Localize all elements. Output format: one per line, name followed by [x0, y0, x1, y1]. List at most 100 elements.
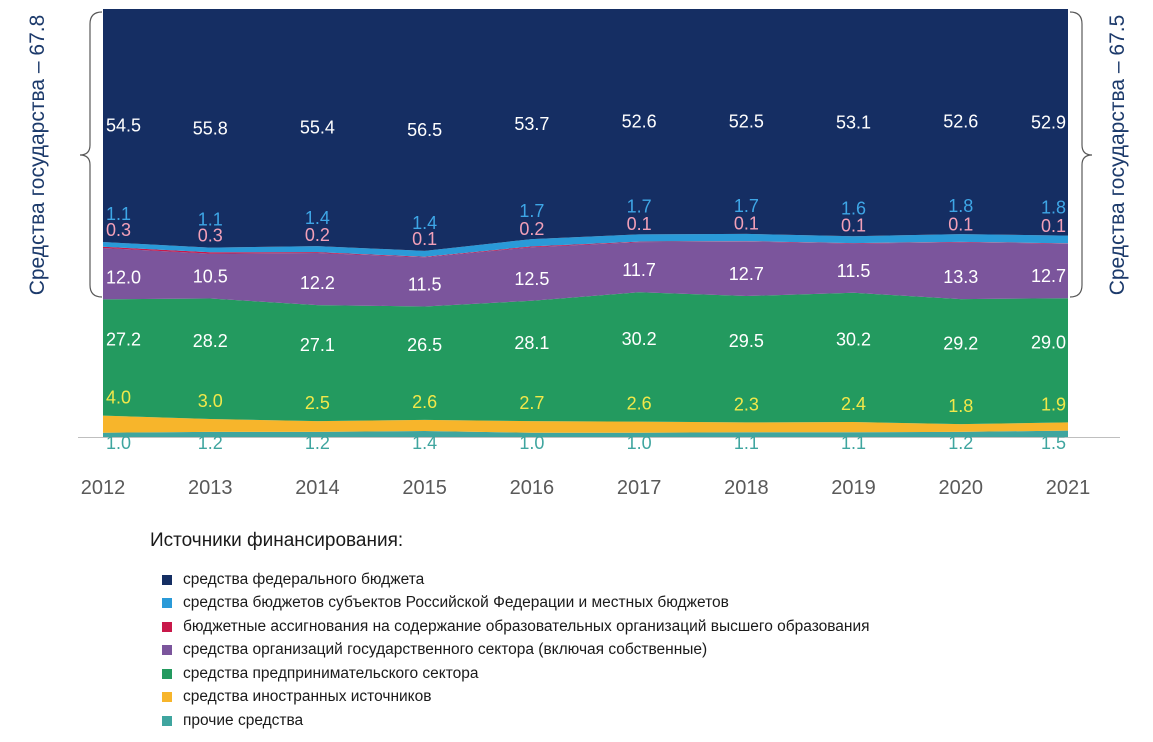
left-bracket [79, 11, 103, 298]
value-label: 1.4 [412, 213, 437, 233]
value-label: 52.9 [1031, 112, 1066, 132]
value-label: 0.2 [519, 219, 544, 239]
value-label: 0.3 [106, 220, 131, 240]
legend-item: средства организаций государственного се… [150, 639, 870, 663]
value-label: 2.3 [734, 394, 759, 414]
value-label: 1.6 [841, 198, 866, 218]
value-label: 54.5 [106, 116, 141, 136]
value-label: 1.7 [519, 201, 544, 221]
x-tick-label: 2020 [939, 477, 984, 499]
legend: Источники финансирования: средства федер… [150, 530, 870, 733]
value-label: 52.6 [943, 112, 978, 132]
area-series-5 [103, 233, 1068, 257]
legend-label: средства предпринимательского сектора [183, 664, 479, 682]
legend-label: средства федерального бюджета [183, 570, 425, 588]
legend-label: средства организаций государственного се… [183, 641, 708, 659]
value-label: 29.0 [1031, 332, 1066, 352]
value-label: 1.1 [734, 433, 759, 453]
area-series-3 [103, 241, 1068, 307]
value-label: 2.6 [627, 394, 652, 414]
legend-label: средства бюджетов субъектов Российской Ф… [183, 594, 729, 612]
value-label: 1.8 [948, 396, 973, 416]
value-label: 12.0 [106, 267, 141, 287]
value-label: 53.1 [836, 113, 871, 133]
x-tick-label: 2018 [724, 477, 769, 499]
value-label: 30.2 [836, 329, 871, 349]
value-label: 1.0 [627, 433, 652, 453]
value-label: 2.6 [412, 392, 437, 412]
value-label: 12.7 [1031, 266, 1066, 286]
value-label: 55.8 [193, 118, 228, 138]
right-bracket [1069, 11, 1093, 298]
value-label: 27.2 [106, 329, 141, 349]
x-tick-label: 2012 [81, 477, 126, 499]
legend-item: средства бюджетов субъектов Российской Ф… [150, 592, 870, 616]
value-label: 13.3 [943, 267, 978, 287]
area-series-1 [103, 415, 1068, 433]
value-label: 2.5 [305, 393, 330, 413]
value-label: 27.1 [300, 335, 335, 355]
value-label: 3.0 [198, 391, 223, 411]
value-label: 0.1 [627, 214, 652, 234]
value-label: 1.2 [305, 433, 330, 453]
value-label: 52.6 [622, 112, 657, 132]
value-label: 1.8 [1041, 198, 1066, 218]
legend-item: средства федерального бюджета [150, 568, 870, 592]
value-label: 2.7 [519, 393, 544, 413]
value-label: 52.5 [729, 111, 764, 131]
value-label: 1.5 [1041, 433, 1066, 453]
value-label: 4.0 [106, 388, 131, 408]
value-label: 29.5 [729, 331, 764, 351]
value-label: 11.7 [622, 260, 656, 280]
value-label: 12.2 [300, 273, 335, 293]
value-label: 2.4 [841, 394, 866, 414]
x-tick-label: 2021 [1046, 477, 1091, 499]
value-label: 12.7 [729, 264, 764, 284]
x-tick-label: 2017 [617, 477, 662, 499]
legend-item: средства иностранных источников [150, 686, 870, 710]
legend-swatch [162, 574, 172, 585]
value-label: 11.5 [408, 274, 442, 294]
legend-swatch [162, 692, 172, 703]
area-series-6 [103, 9, 1068, 251]
value-label: 56.5 [407, 120, 442, 140]
value-label: 53.7 [514, 114, 549, 134]
x-tick-label: 2013 [188, 477, 233, 499]
value-label: 1.1 [198, 210, 223, 230]
value-label: 1.0 [519, 433, 544, 453]
value-label: 1.2 [948, 433, 973, 453]
value-label: 29.2 [943, 334, 978, 354]
legend-item: бюджетные ассигнования на содержание обр… [150, 615, 870, 639]
value-label: 1.7 [627, 196, 652, 216]
value-label: 1.1 [841, 433, 866, 453]
area-series-4 [103, 241, 1068, 258]
value-label: 1.0 [106, 433, 131, 453]
value-label: 12.5 [514, 269, 549, 289]
area-series-0 [103, 430, 1068, 437]
legend-item: прочие средства [150, 709, 870, 733]
value-label: 28.1 [514, 333, 549, 353]
left-bracket-label: Средства государства – 67.8 [26, 15, 49, 296]
x-tick-label: 2015 [402, 477, 447, 499]
value-label: 0.1 [734, 214, 759, 234]
value-label: 0.3 [198, 226, 223, 246]
x-tick-label: 2014 [295, 477, 340, 499]
value-label: 1.2 [198, 433, 223, 453]
value-label: 26.5 [407, 335, 442, 355]
legend-swatch [162, 645, 172, 656]
legend-title: Источники финансирования: [150, 530, 404, 551]
value-label: 0.1 [841, 216, 866, 236]
value-label: 0.1 [948, 214, 973, 234]
legend-label: средства иностранных источников [183, 688, 432, 706]
value-label: 0.2 [305, 225, 330, 245]
legend-item: средства предпринимательского сектора [150, 662, 870, 686]
value-label: 55.4 [300, 118, 335, 138]
legend-items: средства федерального бюджета средства бю… [150, 568, 870, 733]
value-label: 1.7 [734, 196, 759, 216]
value-label: 0.1 [1041, 216, 1066, 236]
value-label: 28.2 [193, 331, 228, 351]
x-tick-label: 2016 [510, 477, 555, 499]
value-label: 1.8 [948, 196, 973, 216]
legend-swatch [162, 621, 172, 632]
legend-swatch [162, 715, 172, 726]
